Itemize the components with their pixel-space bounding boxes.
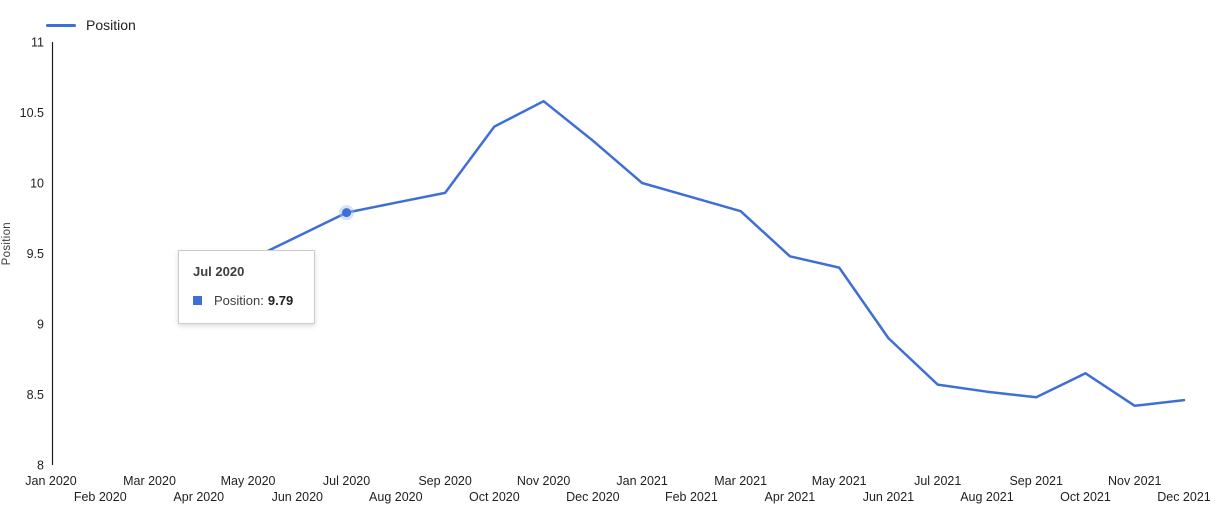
y-tick-label: 9.5 [27, 247, 44, 261]
x-tick-label: Oct 2020 [469, 490, 520, 504]
tooltip-series-value: 9.79 [267, 293, 294, 308]
x-tick-label: Apr 2021 [765, 490, 816, 504]
highlighted-point-marker[interactable] [342, 208, 352, 218]
series-marker-icon [193, 296, 202, 305]
tooltip-series-label: Position: [214, 293, 264, 308]
x-tick-label: Dec 2021 [1157, 490, 1211, 504]
x-tick-label: Aug 2020 [369, 490, 423, 504]
x-tick-label: Jan 2021 [616, 474, 667, 488]
tooltip-title: Jul 2020 [193, 264, 245, 279]
y-tick-label: 10 [30, 177, 44, 191]
legend: Position [46, 17, 136, 33]
x-tick-label: Jun 2021 [863, 490, 914, 504]
x-tick-label: Feb 2020 [74, 490, 127, 504]
legend-line-icon [46, 23, 76, 27]
x-tick-label: Jul 2021 [914, 474, 961, 488]
x-tick-label: Jul 2020 [323, 474, 370, 488]
y-tick-label: 11 [31, 36, 44, 50]
legend-item-position[interactable]: Position [46, 17, 136, 33]
x-tick-label: May 2020 [221, 474, 276, 488]
position-series-line[interactable] [246, 99, 1186, 408]
y-tick-label: 8 [37, 459, 44, 473]
x-tick-label: May 2021 [812, 474, 867, 488]
y-tick-label: 8.5 [27, 388, 44, 402]
x-tick-label: Mar 2021 [714, 474, 767, 488]
x-tick-label: Feb 2021 [665, 490, 718, 504]
x-tick-label: Jan 2020 [25, 474, 76, 488]
y-tick-label: 9 [37, 318, 44, 332]
x-tick-label: Aug 2021 [960, 490, 1014, 504]
x-tick-label: Nov 2021 [1108, 474, 1162, 488]
x-tick-label: Sep 2020 [418, 474, 472, 488]
x-tick-label: Oct 2021 [1060, 490, 1111, 504]
x-tick-label: Nov 2020 [517, 474, 571, 488]
x-tick-label: Mar 2020 [123, 474, 176, 488]
x-tick-label: Apr 2020 [173, 490, 224, 504]
tooltip-series-row: Position: 9.79 [193, 293, 304, 308]
tooltip: Jul 2020 Position: 9.79 [178, 250, 315, 324]
legend-label: Position [86, 17, 136, 33]
x-tick-label: Dec 2020 [566, 490, 620, 504]
y-tick-label: 10.5 [20, 106, 44, 120]
x-tick-label: Sep 2021 [1009, 474, 1063, 488]
x-tick-label: Jun 2020 [272, 490, 323, 504]
